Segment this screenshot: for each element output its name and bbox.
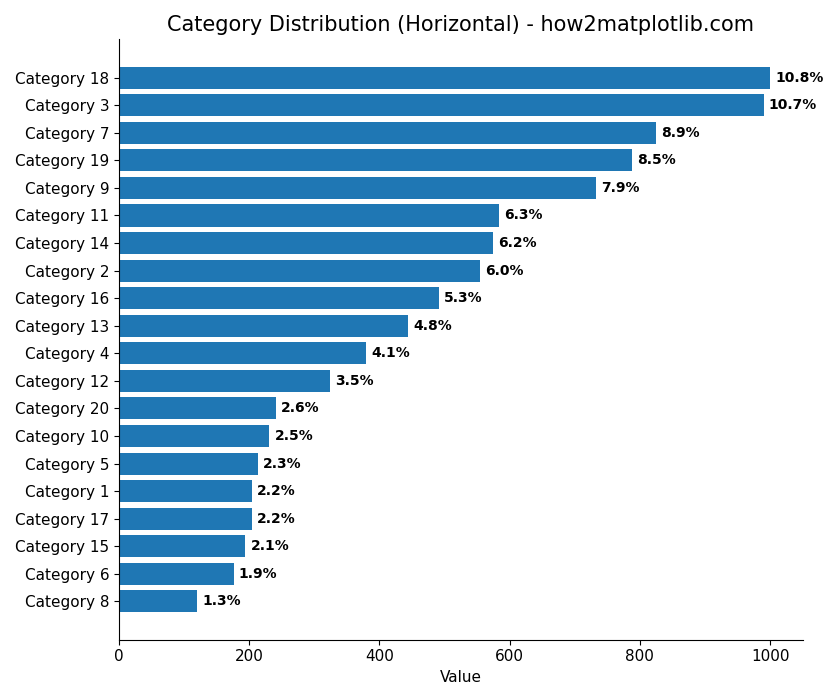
Text: 2.1%: 2.1%	[250, 539, 289, 553]
Text: 2.6%: 2.6%	[281, 401, 320, 415]
Text: 10.7%: 10.7%	[769, 98, 817, 112]
Bar	[119, 149, 632, 172]
Bar	[119, 177, 596, 199]
Bar	[119, 287, 438, 309]
Bar	[119, 204, 499, 227]
Text: 4.8%: 4.8%	[413, 318, 452, 332]
Bar	[119, 260, 480, 281]
Text: 1.9%: 1.9%	[239, 567, 277, 581]
Bar	[119, 315, 408, 337]
Text: 2.2%: 2.2%	[257, 484, 296, 498]
Text: 2.3%: 2.3%	[263, 456, 302, 470]
Text: 10.8%: 10.8%	[775, 71, 824, 85]
Text: 8.5%: 8.5%	[638, 153, 676, 167]
X-axis label: Value: Value	[440, 670, 482, 685]
Text: 6.3%: 6.3%	[504, 209, 543, 223]
Bar	[119, 94, 764, 116]
Bar	[119, 536, 245, 557]
Text: 4.1%: 4.1%	[371, 346, 411, 360]
Title: Category Distribution (Horizontal) - how2matplotlib.com: Category Distribution (Horizontal) - how…	[167, 15, 754, 35]
Text: 5.3%: 5.3%	[444, 291, 482, 305]
Bar	[119, 563, 234, 585]
Bar	[119, 342, 366, 364]
Text: 6.2%: 6.2%	[498, 236, 537, 250]
Bar	[119, 232, 493, 254]
Bar	[119, 480, 252, 502]
Text: 2.2%: 2.2%	[257, 512, 296, 526]
Text: 2.5%: 2.5%	[275, 429, 313, 443]
Bar	[119, 398, 276, 419]
Bar	[119, 590, 197, 612]
Bar	[119, 425, 270, 447]
Bar	[119, 452, 258, 475]
Text: 3.5%: 3.5%	[335, 374, 374, 388]
Text: 1.3%: 1.3%	[202, 594, 241, 608]
Bar	[119, 370, 330, 392]
Text: 7.9%: 7.9%	[601, 181, 639, 195]
Bar	[119, 66, 770, 89]
Text: 6.0%: 6.0%	[486, 264, 524, 278]
Bar	[119, 508, 252, 530]
Text: 8.9%: 8.9%	[661, 126, 700, 140]
Bar	[119, 122, 656, 144]
